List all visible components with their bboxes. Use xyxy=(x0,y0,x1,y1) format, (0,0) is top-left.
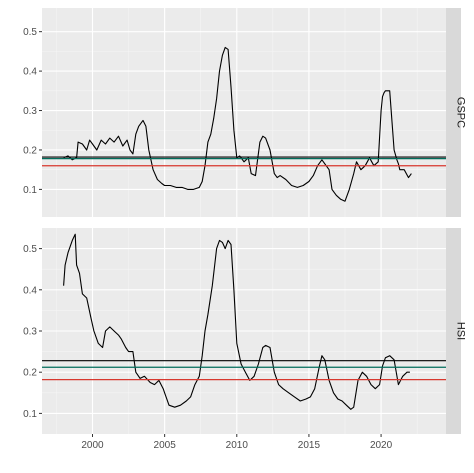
x-tick-label: 2005 xyxy=(154,440,177,451)
x-axis: 2000 2005 2010 2015 2020 xyxy=(81,434,393,451)
panel-background xyxy=(42,8,446,217)
facet-strip-label: GSPC xyxy=(455,97,467,128)
y-tick-label: 0.4 xyxy=(23,67,37,78)
x-tick-label: 2000 xyxy=(81,440,104,451)
facet-strip xyxy=(446,228,461,434)
y-tick-label: 0.5 xyxy=(23,27,37,38)
facet-strip xyxy=(446,8,461,217)
y-tick-label: 0.4 xyxy=(23,285,37,296)
y-tick-label: 0.2 xyxy=(23,368,37,379)
y-tick-label: 0.1 xyxy=(23,185,37,196)
y-tick-label: 0.2 xyxy=(23,145,37,156)
y-tick-label: 0.3 xyxy=(23,327,37,338)
facet-panel-hsi: 0.1 0.2 0.3 0.4 0.5 HSI xyxy=(23,228,467,434)
y-tick-label: 0.5 xyxy=(23,244,37,255)
facet-strip-label: HSI xyxy=(455,322,467,340)
x-tick-label: 2010 xyxy=(226,440,249,451)
x-tick-label: 2020 xyxy=(370,440,393,451)
facet-panel-gspc: 0.1 0.2 0.3 0.4 0.5 GSPC xyxy=(23,8,467,217)
series-line-gspc xyxy=(63,46,412,202)
series-line-hsi xyxy=(63,233,410,410)
y-tick-label: 0.3 xyxy=(23,106,37,117)
y-tick-label: 0.1 xyxy=(23,409,37,420)
x-tick-label: 2015 xyxy=(298,440,321,451)
